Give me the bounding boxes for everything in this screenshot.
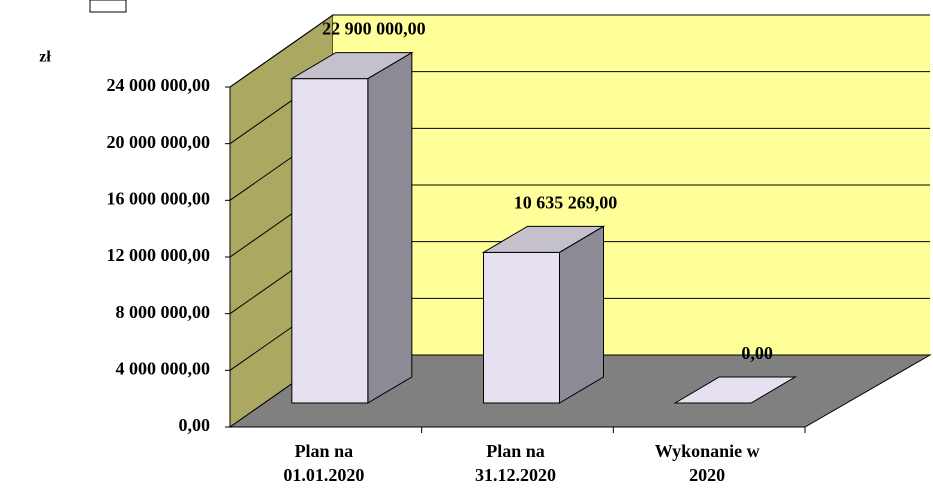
x-tick-label: Wykonanie w [655,441,760,461]
grid-line [229,14,930,88]
bar-front [291,78,369,404]
x-tick-label: 31.12.2020 [475,465,556,485]
bar [290,51,414,404]
y-tick-label: 16 000 000,00 [107,188,211,208]
bar-side [367,51,413,404]
y-tick-label: 4 000 000,00 [116,358,211,378]
y-tick-label: 20 000 000,00 [107,132,211,152]
y-tick-label: 12 000 000,00 [107,245,211,265]
x-tick-label: 2020 [689,465,725,485]
bar-side [559,225,604,404]
value-label: 22 900 000,00 [322,19,426,39]
x-tick-label: 01.01.2020 [283,465,364,485]
bar-front [483,251,560,404]
bar [481,225,606,404]
x-tick-label: Plan na [295,441,354,461]
bar-top [481,225,606,253]
y-tick-label: 8 000 000,00 [116,302,211,322]
bar-top [290,52,414,80]
bar-top [673,376,797,404]
y-tick-label: 0,00 [179,415,211,435]
x-tick-label: Plan na [486,441,545,461]
value-label: 10 635 269,00 [514,192,618,212]
y-axis-label: zł [39,49,51,66]
bar [673,376,797,404]
legend-box [89,0,127,13]
value-label: 0,00 [741,343,773,363]
y-tick-label: 24 000 000,00 [107,75,211,95]
